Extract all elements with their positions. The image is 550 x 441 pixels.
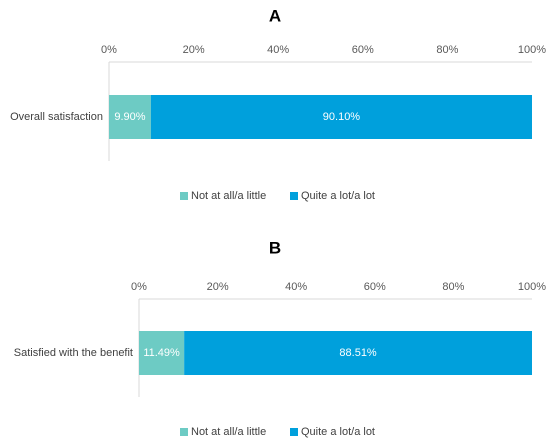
legend-label: Quite a lot/a lot: [301, 426, 375, 438]
data-label: 88.51%: [339, 347, 377, 359]
legend-swatch: [180, 192, 188, 200]
bar-segment-1: [184, 331, 532, 375]
x-tick-label: 100%: [518, 44, 546, 56]
x-tick-label: 80%: [442, 281, 464, 293]
x-tick-label: 60%: [352, 44, 374, 56]
x-tick-label: 100%: [518, 281, 546, 293]
category-label: Overall satisfaction: [10, 111, 103, 123]
x-tick-label: 80%: [436, 44, 458, 56]
bar-segment-0: [139, 331, 185, 375]
data-label: 9.90%: [114, 111, 145, 123]
x-tick-label: 0%: [101, 44, 117, 56]
category-label: Satisfied with the benefit: [14, 347, 133, 359]
x-tick-label: 40%: [267, 44, 289, 56]
legend-swatch: [290, 428, 298, 436]
panel-title: A: [269, 6, 281, 25]
x-tick-label: 40%: [285, 281, 307, 293]
bar-segment-1: [150, 95, 532, 139]
bar-segment-0: [109, 95, 151, 139]
x-tick-label: 20%: [183, 44, 205, 56]
chart-panel-0: A 0% 20% 40% 60% 80% 100% Overall satisfaction 9…: [10, 6, 546, 201]
data-label: 11.49%: [143, 347, 180, 359]
data-label: 90.10%: [323, 111, 361, 123]
legend-swatch: [180, 428, 188, 436]
x-tick-label: 0%: [131, 281, 147, 293]
legend-swatch: [290, 192, 298, 200]
legend-label: Not at all/a little: [191, 426, 266, 438]
panel-title: B: [269, 238, 281, 257]
chart-panel-1: B 0% 20% 40% 60% 80% 100% Satisfied with the be…: [14, 238, 547, 437]
legend-label: Not at all/a little: [191, 190, 266, 202]
x-tick-label: 20%: [207, 281, 229, 293]
x-tick-label: 60%: [364, 281, 386, 293]
legend-label: Quite a lot/a lot: [301, 190, 375, 202]
